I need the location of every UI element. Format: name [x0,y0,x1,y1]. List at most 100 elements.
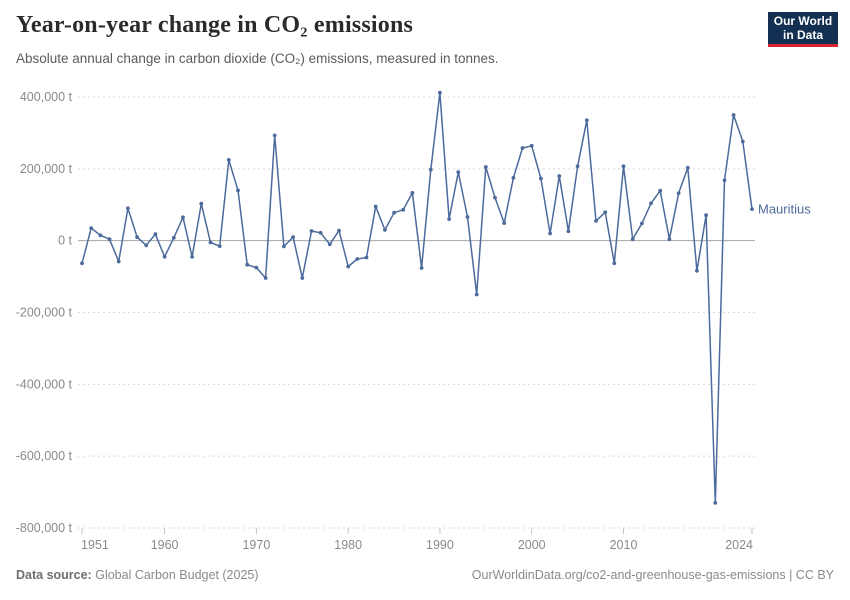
data-point[interactable] [529,143,534,148]
data-point[interactable] [695,268,699,273]
data-point[interactable] [750,207,754,212]
data-point[interactable] [456,170,461,175]
data-point[interactable] [548,231,552,236]
data-point[interactable] [245,262,250,267]
data-point[interactable] [199,201,204,206]
data-point[interactable] [282,244,286,249]
data-point[interactable] [236,188,240,193]
data-source: Data source: Global Carbon Budget (2025) [16,568,259,582]
data-point[interactable] [80,261,84,266]
x-tick-label: 1951 [81,538,109,552]
data-point[interactable] [520,146,525,150]
data-point[interactable] [511,175,516,180]
data-point[interactable] [474,292,479,297]
chart-subtitle: Absolute annual change in carbon dioxide… [16,51,499,66]
y-tick-label: 0 t [58,234,72,248]
data-point[interactable] [309,229,314,233]
data-point[interactable] [171,235,176,240]
data-point[interactable] [410,191,415,195]
data-point[interactable] [640,221,644,226]
data-point[interactable] [667,237,672,242]
x-tick-label: 2024 [725,538,753,552]
data-point[interactable] [612,261,617,266]
data-point[interactable] [685,165,690,170]
data-point[interactable] [98,233,103,238]
data-point[interactable] [493,195,497,200]
data-point[interactable] [346,264,351,269]
data-point[interactable] [300,276,305,280]
data-point[interactable] [89,226,94,231]
data-point[interactable] [447,217,451,222]
data-point[interactable] [566,229,571,234]
data-point[interactable] [116,259,121,264]
data-point[interactable] [373,204,378,209]
y-tick-label: 400,000 t [20,90,73,104]
owid-logo[interactable]: Our World in Data [768,12,838,47]
data-point[interactable] [603,210,608,215]
data-point[interactable] [630,237,635,242]
data-point[interactable] [594,219,598,223]
emissions-line[interactable] [81,91,753,504]
data-point[interactable] [272,133,277,138]
data-point[interactable] [419,266,424,270]
data-point[interactable] [355,257,360,261]
data-point[interactable] [181,215,185,220]
data-point[interactable] [465,215,470,219]
data-point[interactable] [392,210,396,215]
data-point[interactable] [557,174,562,178]
data-point[interactable] [153,232,158,237]
x-tick-label: 1970 [242,538,270,552]
data-point[interactable] [364,255,369,260]
data-source-value: Global Carbon Budget (2025) [95,568,259,582]
y-tick-label: 200,000 t [20,162,73,176]
data-point[interactable] [107,237,112,242]
data-point[interactable] [704,213,708,218]
x-tick-label: 1960 [151,538,179,552]
data-point[interactable] [575,164,580,169]
y-tick-label: -800,000 t [16,521,73,535]
data-point[interactable] [190,254,195,259]
data-point[interactable] [731,113,736,117]
x-tick-label: 2000 [518,538,546,552]
owid-logo-line2: in Data [782,28,823,42]
data-point[interactable] [649,201,653,206]
owid-url-and-license[interactable]: OurWorldinData.org/co2-and-greenhouse-ga… [471,568,834,582]
data-point[interactable] [502,221,507,226]
data-point[interactable] [162,254,167,259]
data-point[interactable] [263,276,268,280]
data-point[interactable] [337,228,341,233]
data-point[interactable] [208,240,213,245]
data-point[interactable] [144,243,149,248]
chart-title: Year-on-year change in CO₂ emissions [16,12,414,38]
data-point[interactable] [401,207,406,212]
data-point[interactable] [318,230,323,235]
data-point[interactable] [254,265,259,270]
data-point[interactable] [217,244,222,249]
data-point[interactable] [126,206,130,211]
chart-footer: Data source: Global Carbon Budget (2025)… [16,568,834,582]
data-point[interactable] [327,242,332,247]
data-point[interactable] [713,501,718,505]
data-point[interactable] [483,165,488,169]
data-point[interactable] [291,235,295,240]
x-tick-label: 2010 [610,538,638,552]
data-point[interactable] [428,167,433,172]
x-tick-label: 1990 [426,538,454,552]
y-tick-label: -400,000 t [16,377,73,391]
data-point[interactable] [740,139,745,144]
y-tick-label: -200,000 t [16,306,73,320]
data-point[interactable] [135,235,140,240]
data-point[interactable] [438,90,442,95]
y-tick-label: -600,000 t [16,449,73,463]
data-point[interactable] [584,118,589,123]
series-label: Mauritius [758,202,811,217]
data-point[interactable] [722,178,727,183]
data-point[interactable] [658,188,663,193]
data-source-label: Data source: [16,568,92,582]
data-point[interactable] [676,191,681,196]
data-point[interactable] [226,158,231,162]
data-point[interactable] [539,176,543,181]
data-point[interactable] [383,228,387,232]
data-point[interactable] [621,164,626,169]
